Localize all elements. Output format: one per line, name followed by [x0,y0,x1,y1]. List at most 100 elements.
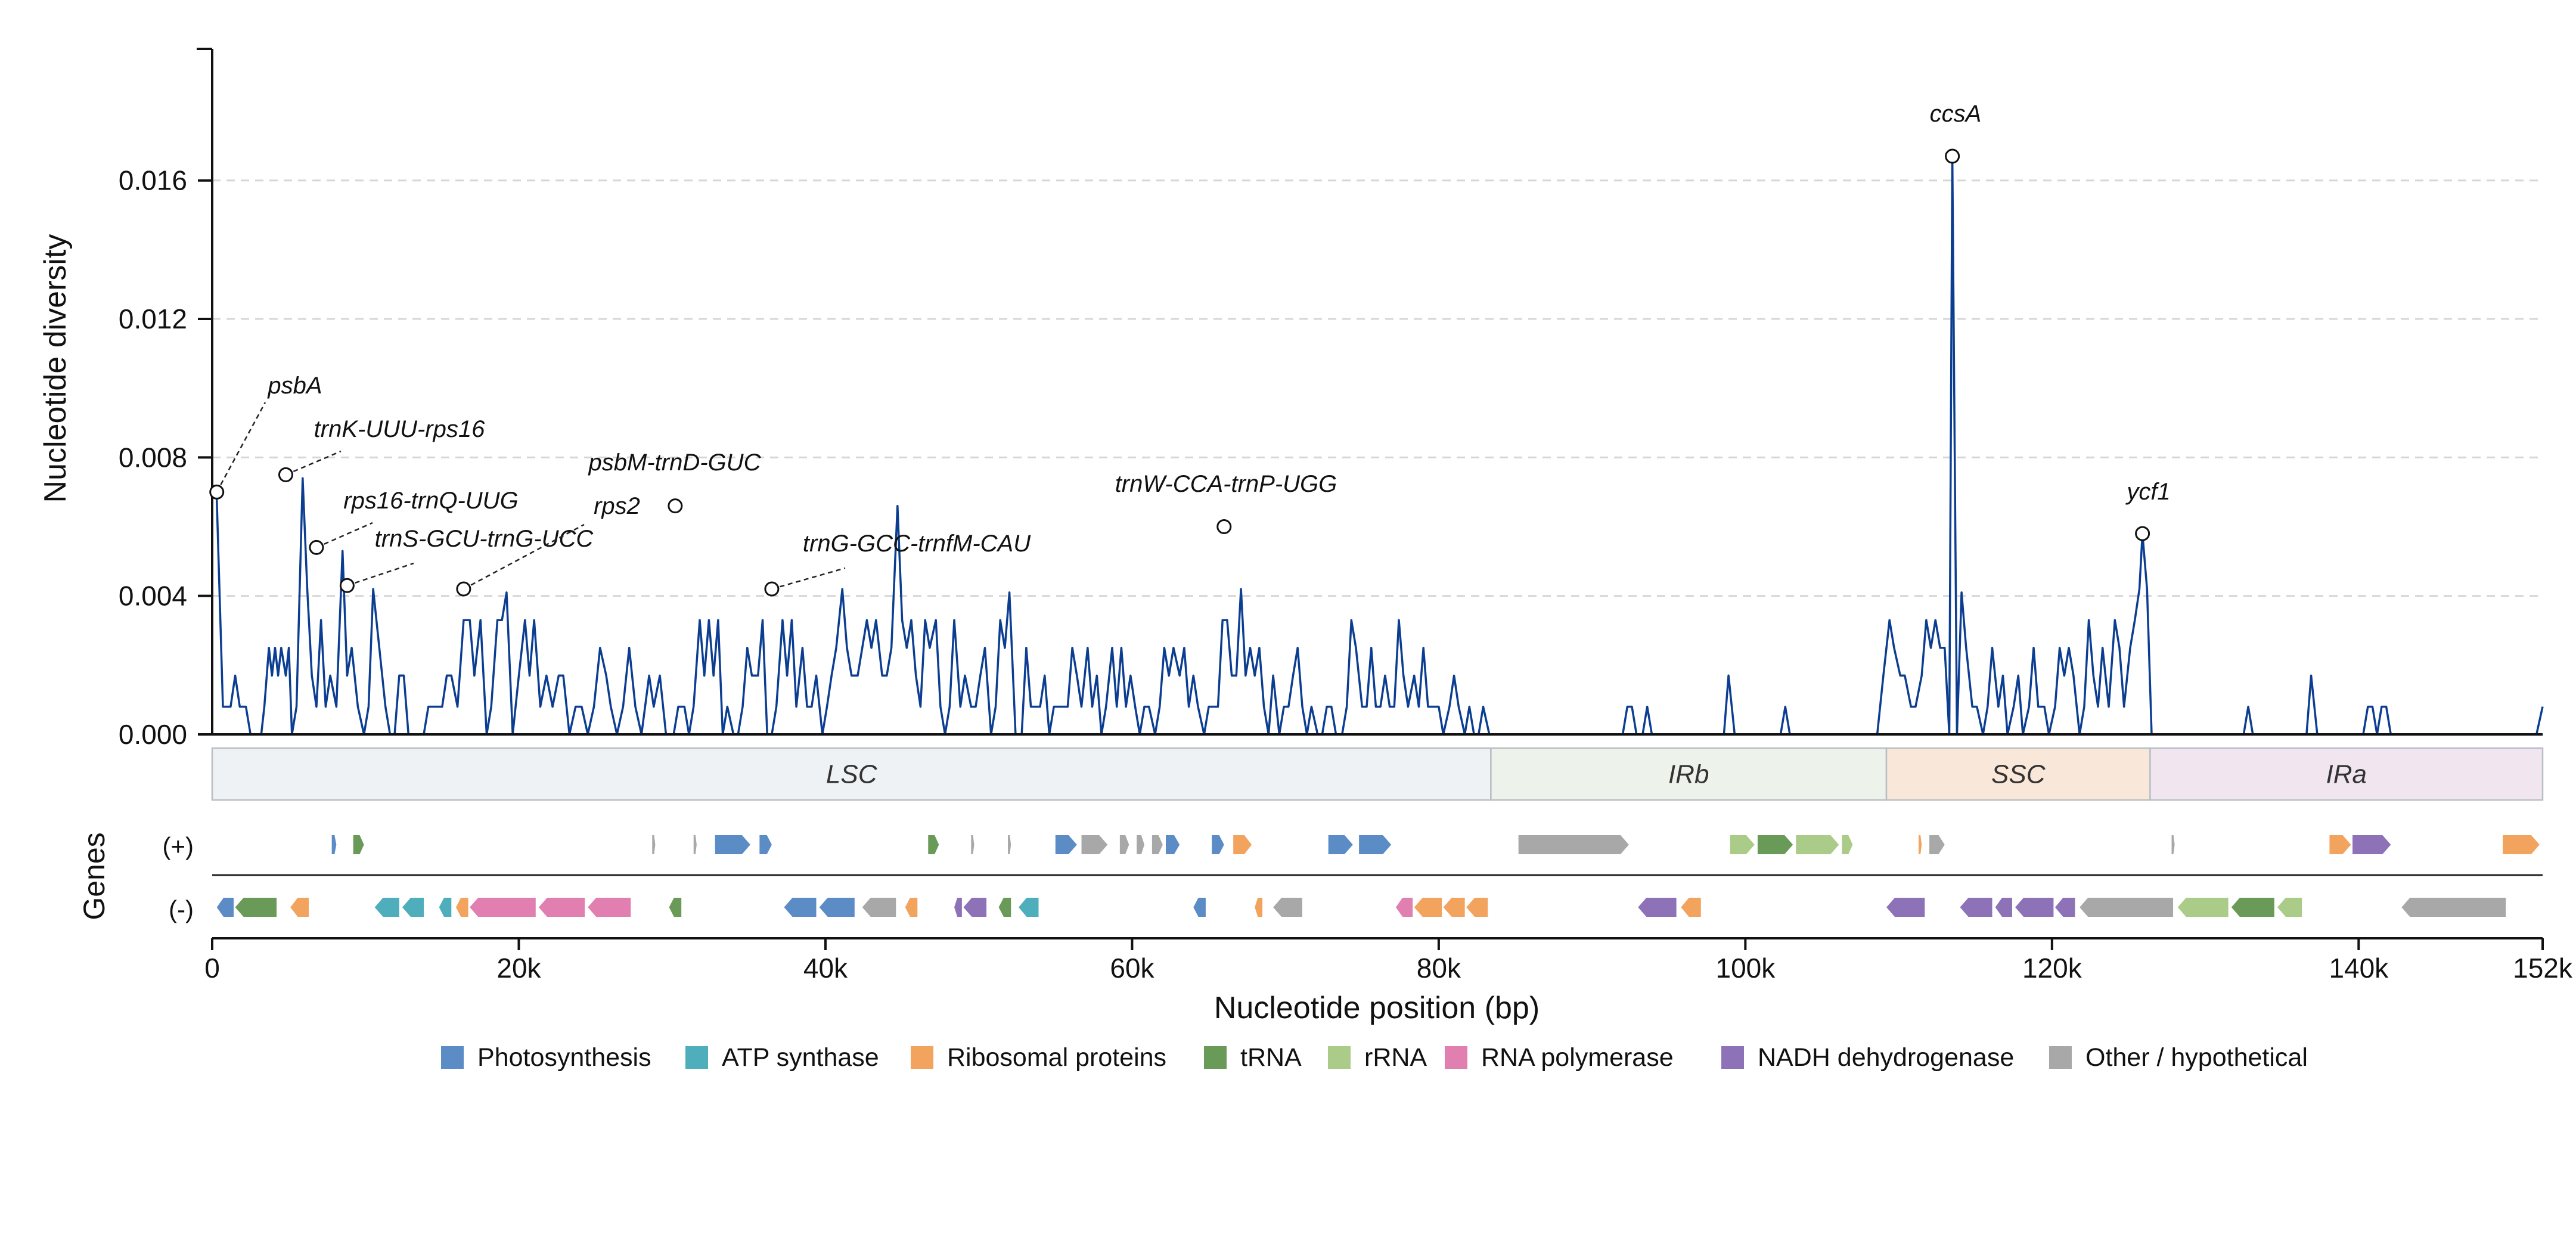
diversity-series-line [211,155,2544,736]
gene-arrow [1255,898,1263,917]
gene-arrow [1019,898,1039,917]
legend-swatch [1721,1046,1744,1069]
gene-arrow [1008,835,1011,854]
region-band [1490,747,1888,801]
gene-arrow [1842,835,1853,854]
peak-label: trnG-GCC-trnfM-CAU [803,531,1031,557]
gene-arrow [1929,835,1945,854]
peak-marker [456,581,471,597]
x-tick-label: 40k [803,953,848,984]
region-label: SSC [1991,760,2046,789]
legend-label: NADH dehydrogenase [1758,1043,2014,1072]
legend-label: RNA polymerase [1481,1043,1674,1072]
legend-label: Ribosomal proteins [947,1043,1166,1072]
peak-marker [764,581,780,597]
y-tick-label: 0.012 [119,303,187,334]
peak-marker [209,484,225,500]
gene-arrow [470,898,536,917]
gene-arrow [669,898,682,917]
gene-arrow [402,898,424,917]
peak-label: rps2 [594,493,640,519]
y-tick-label: 0.000 [119,719,187,750]
gene-track-title: Genes [77,832,111,920]
gene-arrow [1518,835,1629,854]
gene-arrow [784,898,817,917]
legend-label: Other / hypothetical [2085,1043,2308,1072]
gene-arrow [374,898,399,917]
gene-arrow [439,898,452,917]
gene-arrow [588,898,631,917]
gene-arrow [538,898,585,917]
gene-arrow [1119,835,1129,854]
region-band [211,747,1492,801]
gene-arrow [331,835,337,854]
gene-arrow [1137,835,1144,854]
x-tick-label: 20k [496,953,541,984]
gene-arrow [456,898,468,917]
annotation-leader [771,567,846,590]
x-tick-label: 152k [2513,953,2573,984]
peak-label: rps16-trnQ-UUG [343,488,518,514]
gene-arrow [290,898,309,917]
plus-strand-label: (+) [163,832,194,860]
y-tick-label: 0.004 [119,581,187,612]
gene-arrow [1681,898,1701,917]
gene-arrow [2015,898,2054,917]
annotation-leader [463,523,585,590]
gene-arrow [216,898,234,917]
x-tick-label: 60k [1110,953,1154,984]
region-band [1885,747,2151,801]
region-track: LSC IRb SSC IRa [211,747,2544,801]
x-tick-label: 140k [2329,953,2389,984]
gene-arrow [353,835,364,854]
peak-marker [1945,148,1960,164]
legend-label: ATP synthase [722,1043,879,1072]
x-axis: 0 20k 40k 60k 80k 100k 120k 140k 152k [204,937,2573,984]
gene-arrow [652,835,656,854]
gene-arrow [1466,898,1488,917]
region-label: IRb [1668,760,1709,789]
gene-arrow [1166,835,1180,854]
gene-arrow [2231,898,2274,917]
gene-arrow [2503,835,2540,854]
gene-arrow [1995,898,2012,917]
gene-arrow [1638,898,1677,917]
peak-marker [668,498,683,514]
x-tick-label: 120k [2022,953,2082,984]
legend-label: rRNA [1364,1043,1427,1072]
x-axis-label: Nucleotide position (bp) [1214,991,1540,1025]
legend-swatch [911,1046,933,1069]
diversity-line-layer [211,155,2544,736]
gene-arrow [1152,835,1163,854]
x-tick-label: 100k [1715,953,1776,984]
gene-arrow [1960,898,1992,917]
peak-label: trnK-UUU-rps16 [314,416,485,442]
peak-label: psbA [267,373,322,399]
legend-swatch [441,1046,464,1069]
legend-swatch [685,1046,708,1069]
grid-lines [212,179,2543,597]
axes: 0.000 0.004 0.008 0.012 0.016 [119,48,2543,750]
gene-arrow [1055,835,1077,854]
gene-arrow [2171,835,2175,854]
region-label: LSC [826,760,878,789]
gene-arrow [235,898,277,917]
gene-arrow [862,898,896,917]
legend-swatch [2049,1046,2072,1069]
gene-arrow [2277,898,2302,917]
annotation-leader [216,402,266,493]
legend-label: Photosynthesis [477,1043,651,1072]
legend-swatch [1445,1046,1467,1069]
x-tick-label: 0 [204,953,220,984]
minus-strand-label: (-) [169,895,194,923]
gene-arrow [971,835,974,854]
gene-arrow [2054,898,2075,917]
gene-arrow [2352,835,2391,854]
y-axis-label: Nucleotide diversity [38,234,73,503]
gene-arrow [998,898,1011,917]
gene-arrow [2177,898,2229,917]
gene-arrow [1359,835,1392,854]
y-tick-label: 0.016 [119,165,187,196]
annotation-leader [316,522,373,548]
